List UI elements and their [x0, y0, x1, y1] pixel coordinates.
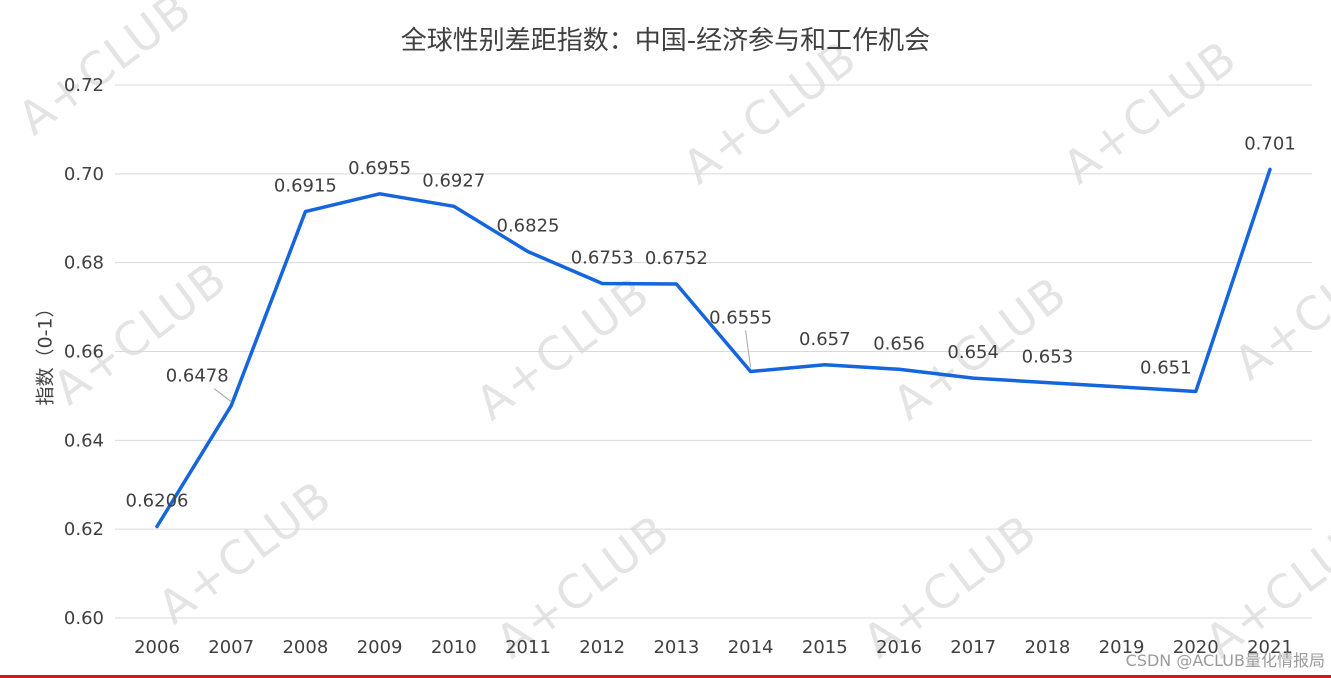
y-tick-label: 0.64 [64, 430, 104, 451]
data-point-label: 0.701 [1244, 133, 1296, 154]
y-tick-label: 0.66 [64, 342, 104, 363]
data-point-label: 0.6825 [497, 216, 560, 237]
x-tick-label: 2019 [1099, 637, 1145, 658]
label-leader-line [213, 388, 232, 403]
data-point-label: 0.6752 [645, 248, 708, 269]
x-tick-label: 2018 [1024, 637, 1070, 658]
x-tick-label: 2013 [653, 637, 699, 658]
x-tick-label: 2014 [728, 637, 774, 658]
x-tick-label: 2008 [282, 637, 328, 658]
bottom-accent-bar [0, 675, 1331, 678]
x-tick-label: 2011 [505, 637, 551, 658]
data-point-label: 0.6753 [571, 248, 634, 269]
data-point-label: 0.6478 [166, 366, 229, 387]
data-point-label: 0.656 [873, 333, 925, 354]
x-tick-label: 2009 [357, 637, 403, 658]
data-point-label: 0.6555 [709, 307, 772, 328]
x-tick-label: 2010 [431, 637, 477, 658]
x-tick-label: 2016 [876, 637, 922, 658]
x-tick-label: 2015 [802, 637, 848, 658]
x-tick-label: 2021 [1247, 637, 1293, 658]
y-tick-label: 0.70 [64, 164, 104, 185]
chart-title: 全球性别差距指数：中国-经济参与和工作机会 [400, 26, 931, 56]
y-tick-label: 0.60 [64, 608, 104, 629]
x-tick-label: 2017 [950, 637, 996, 658]
label-leader-line [745, 330, 752, 368]
data-point-label: 0.654 [947, 342, 999, 363]
x-tick-label: 2007 [208, 637, 254, 658]
data-point-label: 0.6927 [422, 170, 485, 191]
x-tick-label: 2020 [1173, 637, 1219, 658]
y-tick-label: 0.72 [64, 75, 104, 96]
data-point-label: 0.653 [1022, 347, 1074, 368]
data-point-label: 0.6955 [348, 158, 411, 179]
data-series-line [155, 167, 1272, 529]
y-axis-title: 指数（0-1） [34, 298, 57, 406]
data-point-label: 0.657 [799, 329, 851, 350]
data-point-label: 0.651 [1140, 357, 1192, 378]
x-tick-label: 2012 [579, 637, 625, 658]
y-tick-label: 0.68 [64, 253, 104, 274]
y-tick-label: 0.62 [64, 519, 104, 540]
x-tick-label: 2006 [134, 637, 180, 658]
data-point-label: 0.6206 [126, 491, 189, 512]
data-point-label: 0.6915 [274, 176, 337, 197]
credit-watermark: CSDN @ACLUB量化情报局 [1125, 651, 1325, 670]
